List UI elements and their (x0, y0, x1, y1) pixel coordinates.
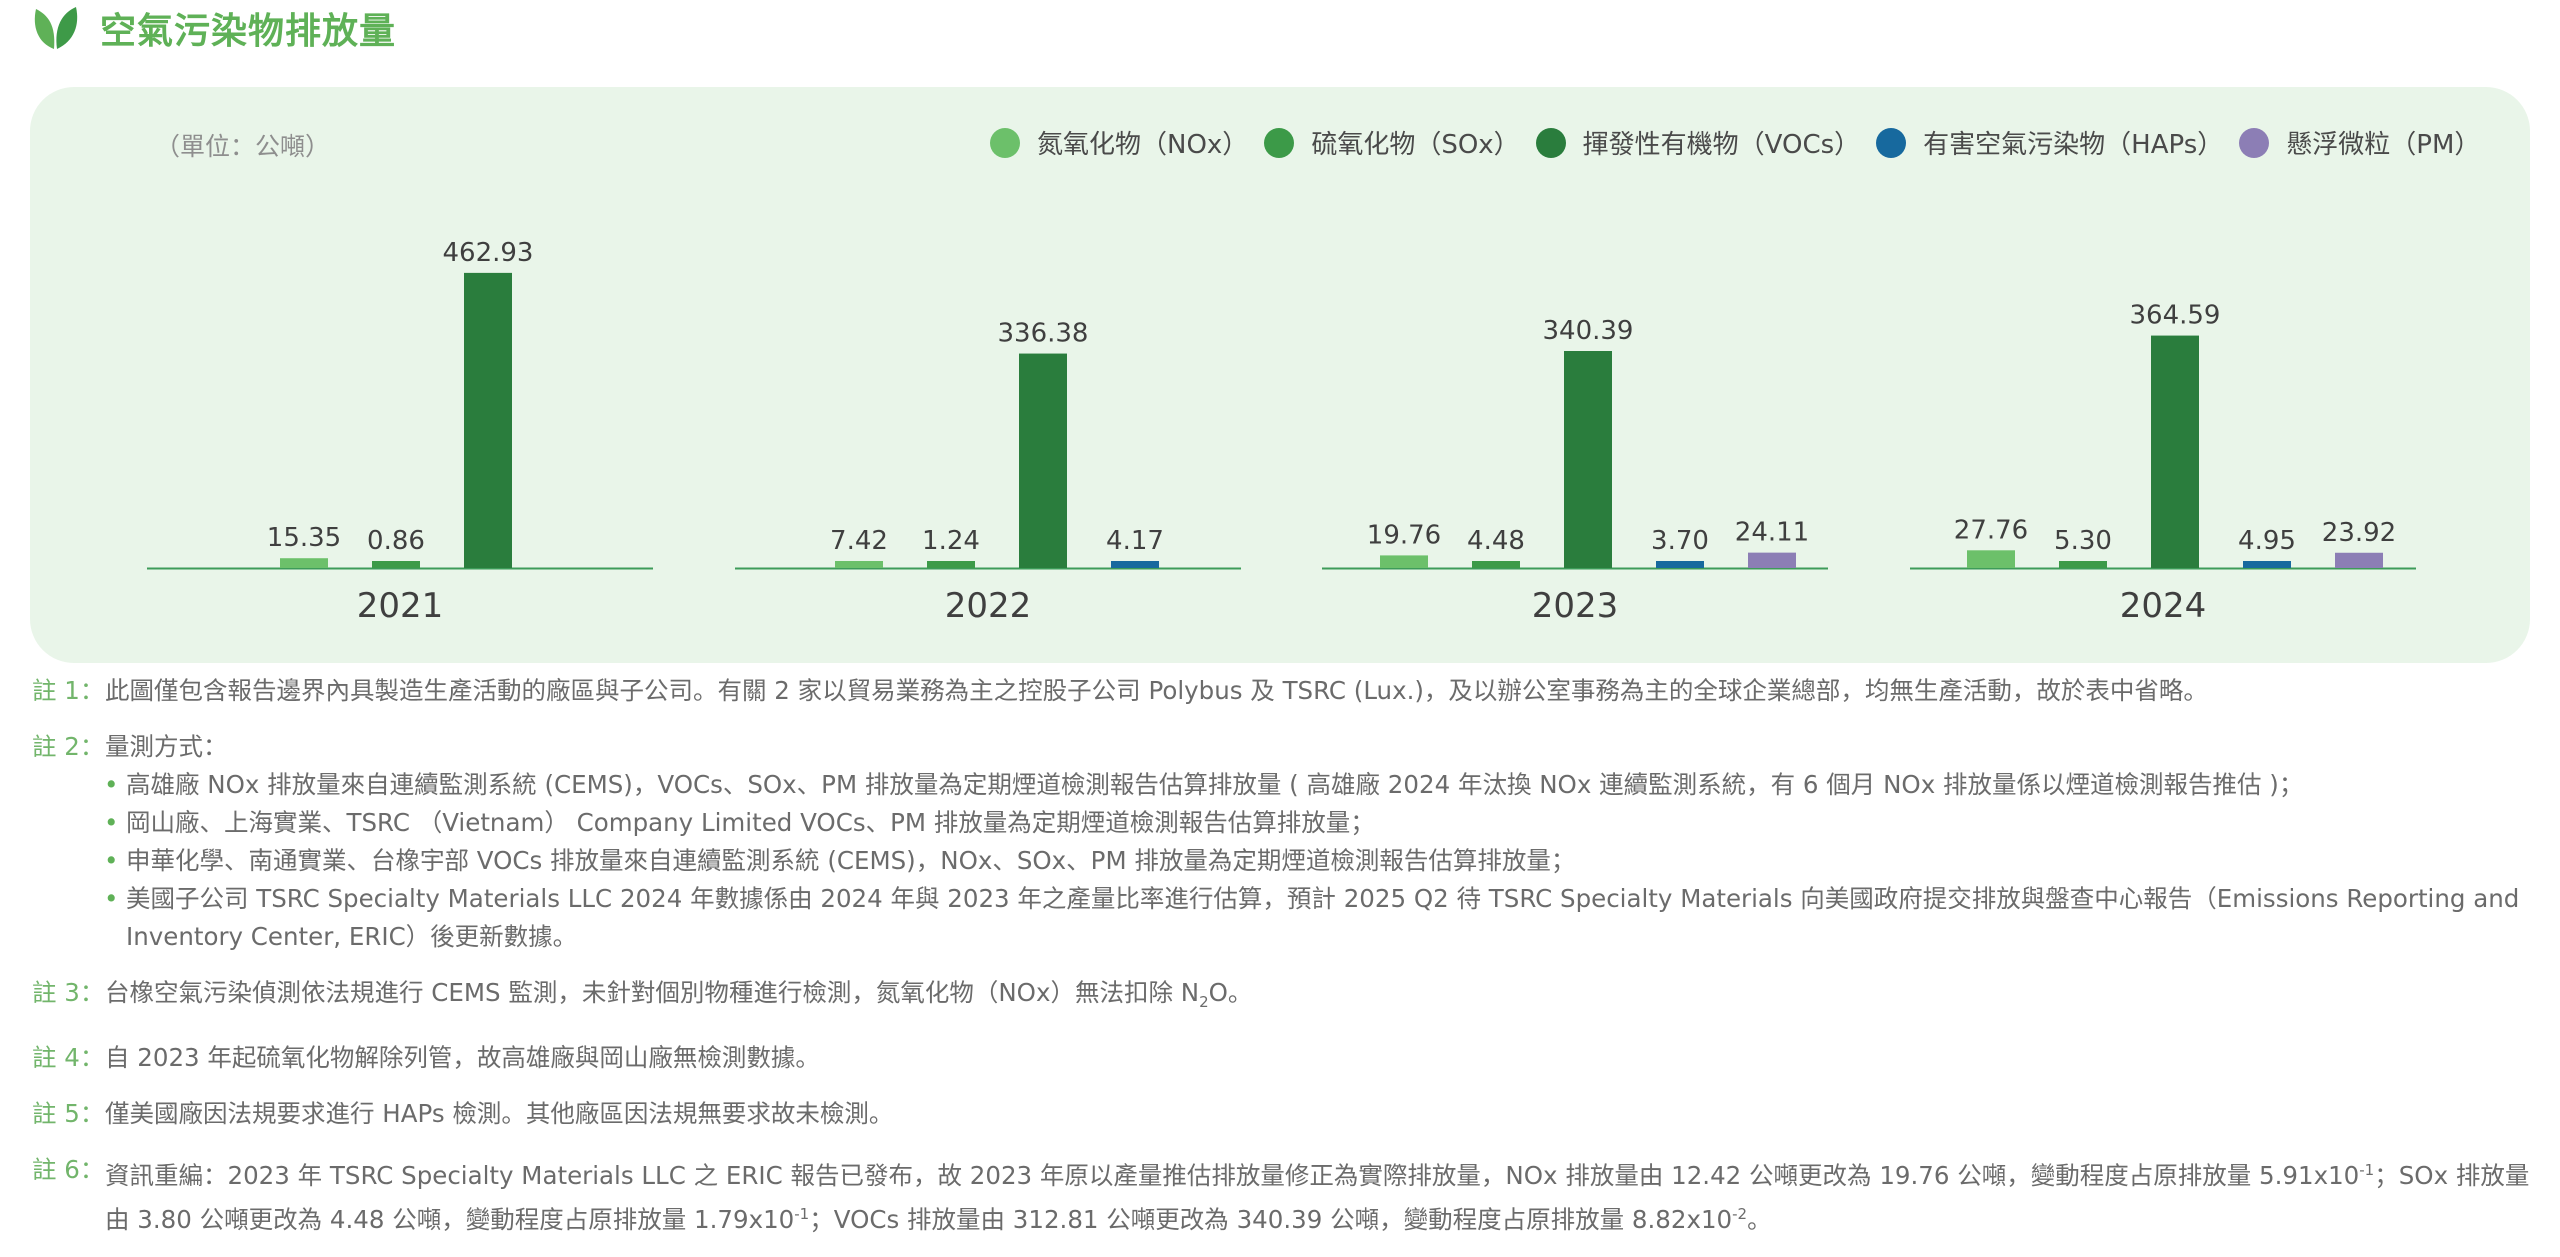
legend-item-vocs: 揮發性有機物（VOCs） (1535, 124, 1861, 161)
note-4-text: 自 2023 年起硫氧化物解除列管，故高雄廠與岡山廠無檢測數據。 (105, 1042, 820, 1072)
bar (280, 558, 328, 568)
bar (2243, 561, 2291, 568)
note-2-bullet: 岡山廠、上海實業、TSRC （Vietnam） Company Limited … (104, 804, 2532, 842)
note-2-bullet: 美國子公司 TSRC Specialty Materials LLC 2024 … (104, 880, 2532, 956)
chart-panel (30, 87, 2530, 663)
note-2-bullet: 高雄廠 NOx 排放量來自連續監測系統 (CEMS)，VOCs、SOx、PM 排… (104, 766, 2532, 804)
note-2-label: 註 2： (32, 732, 105, 761)
category-label: 2022 (945, 586, 1032, 626)
bar-value-label: 4.17 (1106, 526, 1164, 556)
bar (2335, 552, 2383, 568)
legend-swatch-haps (1876, 127, 1907, 158)
note-3-label: 註 3： (32, 978, 105, 1007)
bar-value-label: 462.93 (443, 238, 534, 268)
bar-value-label: 4.48 (1467, 526, 1525, 556)
bar (1111, 561, 1159, 568)
bar (1656, 561, 1704, 568)
bar-value-label: 336.38 (998, 319, 1089, 349)
note-6-text: 資訊重編：2023 年 TSRC Specialty Materials LLC… (105, 1160, 2530, 1235)
bar-value-label: 7.42 (830, 526, 888, 556)
legend-label-nox: 氮氧化物（NOx） (1037, 130, 1249, 160)
footnotes: 註 1： 此圖僅包含報告邊界內具製造生產活動的廠區與子公司。有關 2 家以貿易業… (32, 672, 2532, 1257)
legend-swatch-sox (1264, 127, 1295, 158)
bar-value-label: 5.30 (2054, 526, 2112, 556)
note-4-label: 註 4： (32, 1042, 105, 1072)
bar-value-label: 15.35 (267, 523, 341, 553)
legend-swatch-pm (2239, 127, 2270, 158)
legend-swatch-nox (990, 127, 1020, 158)
bar (2151, 335, 2199, 568)
bar-value-label: 27.76 (1954, 515, 2028, 545)
legend-label-pm: 懸浮微粒（PM） (2286, 130, 2481, 160)
note-2: 註 2： 量測方式： 高雄廠 NOx 排放量來自連續監測系統 (CEMS)，VO… (32, 728, 2532, 956)
note-1-text: 此圖僅包含報告邊界內具製造生產活動的廠區與子公司。有關 2 家以貿易業務為主之控… (105, 676, 2208, 705)
category-label: 2023 (1532, 586, 1619, 626)
legend-label-vocs: 揮發性有機物（VOCs） (1582, 130, 1861, 160)
note-4: 註 4： 自 2023 年起硫氧化物解除列管，故高雄廠與岡山廠無檢測數據。 (32, 1039, 2532, 1077)
bar-value-label: 1.24 (922, 526, 980, 556)
bar (1380, 555, 1428, 568)
bar (835, 561, 883, 568)
leaf-icon (34, 7, 78, 49)
note-2-bullet: 申華化學、南通實業、台橡宇部 VOCs 排放量來自連續監測系統 (CEMS)，N… (104, 842, 2532, 880)
legend-item-nox: 氮氧化物（NOx） (990, 124, 1248, 161)
bar-value-label: 23.92 (2322, 518, 2396, 548)
note-3-text: 台橡空氣污染偵測依法規進行 CEMS 監測，未針對個別物種進行檢測，氮氧化物（N… (105, 978, 1253, 1011)
section-header: 空氣污染物排放量 (30, 0, 396, 56)
bar (372, 561, 420, 568)
page-title: 空氣污染物排放量 (100, 11, 397, 52)
category-label: 2024 (2120, 586, 2207, 626)
note-5: 註 5： 僅美國廠因法規要求進行 HAPs 檢測。其他廠區因法規無要求故未檢測。 (32, 1095, 2532, 1133)
legend-item-pm: 懸浮微粒（PM） (2239, 124, 2480, 161)
legend-item-sox: 硫氧化物（SOx） (1264, 124, 1520, 161)
bar-chart: 2021 15.35 0.86 462.93 2022 7.42 1.24 336.38 4.1… (147, 238, 2416, 626)
legend-label-haps: 有害空氣污染物（HAPs） (1923, 130, 2224, 160)
bar-value-label: 3.70 (1651, 526, 1709, 556)
legend-swatch-vocs (1535, 127, 1566, 158)
note-6: 註 6： 資訊重編：2023 年 TSRC Specialty Material… (32, 1151, 2532, 1239)
bar-value-label: 0.86 (367, 526, 425, 556)
note-5-label: 註 5： (32, 1098, 105, 1128)
bar-value-label: 24.11 (1735, 518, 1809, 548)
bar-value-label: 340.39 (1543, 316, 1634, 346)
unit-label: （單位：公噸） (155, 132, 331, 161)
note-2-bullet-list: 高雄廠 NOx 排放量來自連續監測系統 (CEMS)，VOCs、SOx、PM 排… (32, 766, 2532, 956)
bar (2059, 561, 2107, 568)
bar (464, 272, 512, 568)
bar (1748, 552, 1796, 568)
bar-value-label: 19.76 (1367, 520, 1441, 550)
bar-value-label: 364.59 (2130, 301, 2221, 331)
legend-item-haps: 有害空氣污染物（HAPs） (1876, 124, 2223, 161)
legend-label-sox: 硫氧化物（SOx） (1311, 130, 1520, 160)
bar (1019, 353, 1067, 568)
note-1-label: 註 1： (32, 676, 105, 705)
chart-legend: 氮氧化物（NOx） 硫氧化物（SOx） 揮發性有機物（VOCs） 有害空氣污染物… (990, 124, 2496, 161)
bar (1564, 351, 1612, 568)
bar (1472, 561, 1520, 568)
bar (1967, 550, 2015, 568)
category-label: 2021 (357, 586, 444, 626)
note-6-label: 註 6： (32, 1154, 105, 1184)
note-3: 註 3： 台橡空氣污染偵測依法規進行 CEMS 監測，未針對個別物種進行檢測，氮… (32, 974, 2532, 1021)
note-2-text: 量測方式： (105, 732, 228, 761)
note-5-text: 僅美國廠因法規要求進行 HAPs 檢測。其他廠區因法規無要求故未檢測。 (105, 1098, 894, 1128)
note-1: 註 1： 此圖僅包含報告邊界內具製造生產活動的廠區與子公司。有關 2 家以貿易業… (32, 672, 2532, 710)
bar-value-label: 4.95 (2238, 526, 2296, 556)
bar (927, 561, 975, 568)
